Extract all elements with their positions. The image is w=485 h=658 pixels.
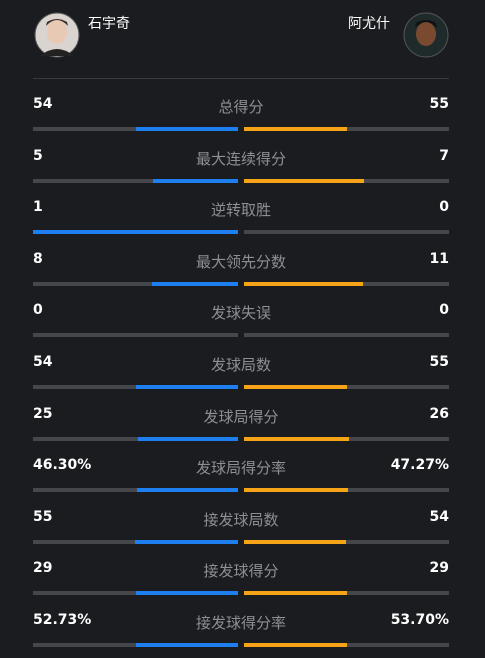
stat-label: 逆转取胜 (210, 201, 271, 220)
stat-label: 接发球得分 (203, 562, 279, 581)
right-bar (244, 178, 364, 183)
right-player-name: 阿尤什 (348, 16, 390, 32)
right-bar (244, 281, 363, 286)
right-bar (244, 385, 348, 389)
left-track (33, 643, 238, 647)
left-bar (136, 385, 238, 389)
right-value: 11 (429, 250, 449, 267)
left-track (33, 488, 238, 493)
stat-label: 接发球局数 (203, 510, 279, 529)
stat-label: 总得分 (218, 98, 264, 116)
left-bar (134, 539, 238, 544)
left-bar (135, 591, 238, 596)
right-value: 54 (429, 508, 449, 525)
stat-label: 发球局数 (210, 356, 271, 374)
left-value: 54 (33, 354, 53, 370)
right-avatar (403, 12, 449, 58)
right-value: 55 (429, 96, 449, 112)
left-player-name: 石宇奇 (88, 16, 130, 32)
stat-label: 发球局得分率 (195, 459, 286, 478)
left-bar (137, 436, 238, 441)
left-value: 52.73% (33, 612, 92, 628)
left-value: 8 (33, 250, 43, 267)
right-value: 0 (439, 199, 449, 216)
right-bar (244, 591, 347, 596)
left-value: 46.30% (33, 457, 92, 474)
left-bar (33, 230, 238, 235)
right-track (244, 333, 449, 338)
right-track (244, 230, 449, 235)
right-value: 29 (429, 560, 449, 577)
right-track (244, 539, 449, 544)
right-value: 0 (439, 302, 449, 319)
left-bar (136, 127, 238, 131)
right-bar (244, 488, 348, 493)
left-bar (151, 281, 238, 286)
left-track (33, 333, 238, 338)
right-bar (244, 643, 348, 647)
left-track (33, 127, 238, 131)
left-value: 54 (33, 96, 53, 112)
left-value: 29 (33, 560, 53, 577)
stat-label: 发球局得分 (203, 407, 279, 426)
left-value: 55 (33, 508, 53, 525)
right-bar (244, 127, 348, 131)
left-value: 1 (33, 199, 43, 216)
right-value: 47.27% (390, 457, 449, 474)
right-value: 7 (439, 147, 449, 164)
stat-label: 最大领先分数 (195, 252, 286, 271)
right-bar (244, 436, 349, 441)
right-value: 53.70% (390, 612, 449, 628)
left-value: 0 (33, 302, 43, 319)
left-bar (152, 178, 238, 183)
divider (33, 78, 449, 79)
right-value: 26 (429, 405, 449, 422)
left-track (33, 385, 238, 389)
left-track (33, 281, 238, 286)
right-value: 55 (429, 354, 449, 370)
left-value: 5 (33, 147, 43, 164)
stat-label: 接发球得分率 (195, 614, 286, 632)
stat-label: 最大连续得分 (195, 149, 286, 168)
left-track (33, 178, 238, 183)
left-bar (136, 643, 238, 647)
right-track (244, 591, 449, 596)
left-bar (136, 488, 238, 493)
left-track (33, 436, 238, 441)
right-bar (244, 539, 346, 544)
left-value: 25 (33, 405, 53, 422)
left-avatar (34, 12, 80, 58)
stat-label: 发球失误 (210, 304, 271, 323)
